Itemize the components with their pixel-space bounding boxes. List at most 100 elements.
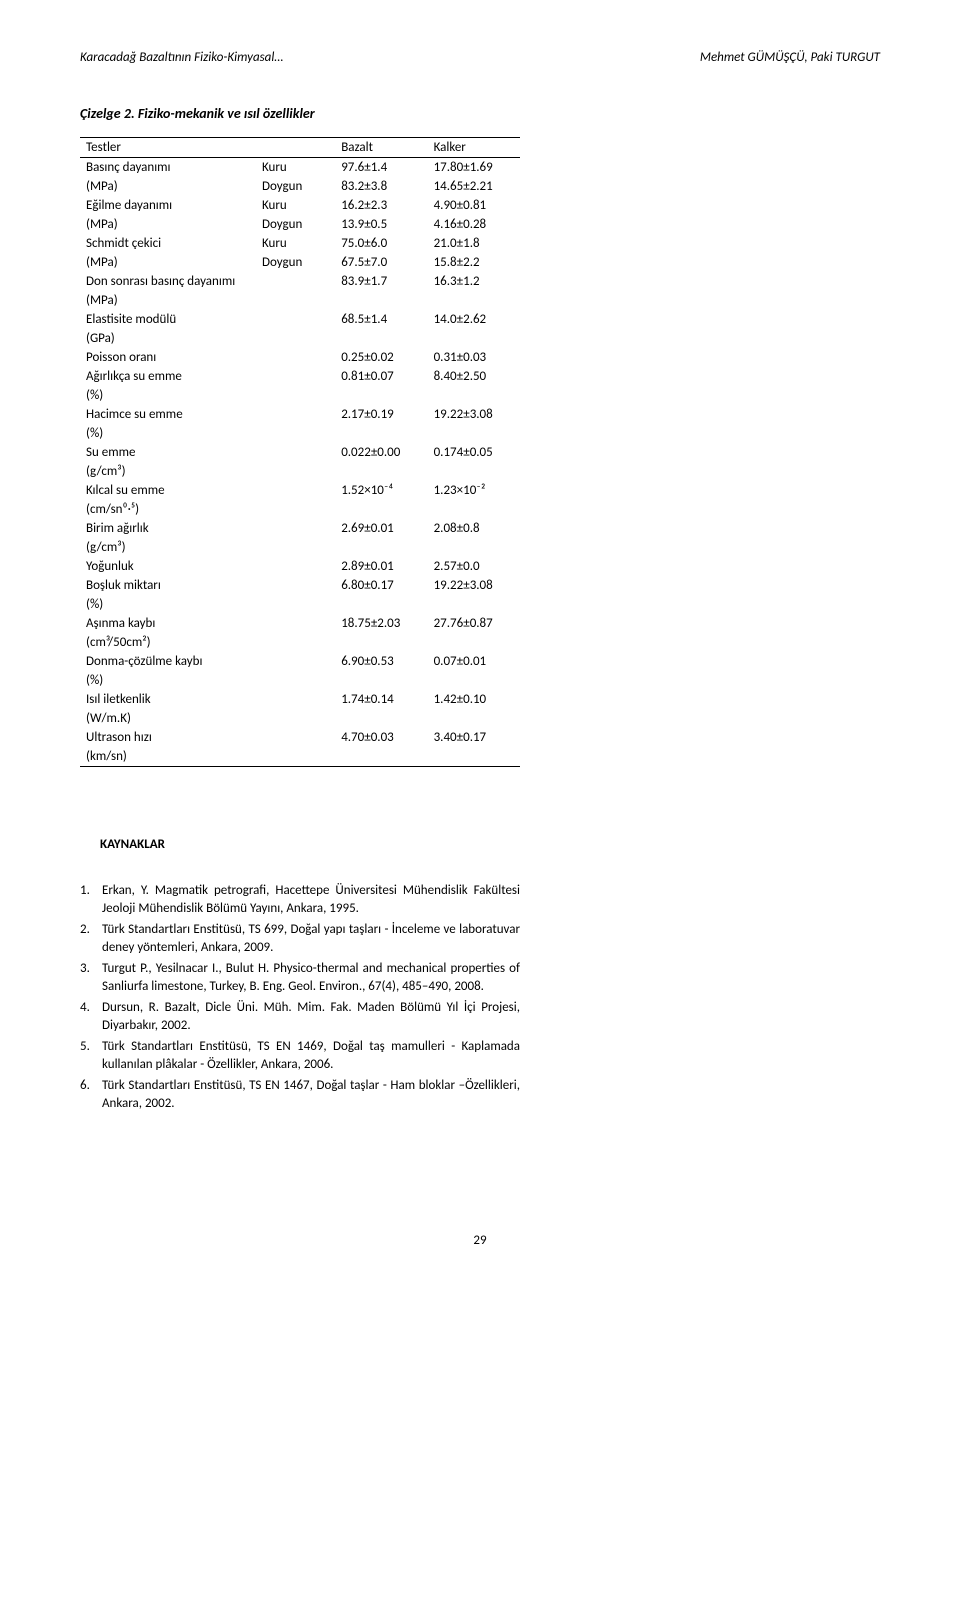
table-cell [428,291,520,310]
table-cell: 14.0±2.62 [428,310,520,329]
properties-table: TestlerBazaltKalkerBasınç dayanımıKuru97… [80,137,520,767]
table-cell [428,709,520,728]
table-cell [256,690,335,709]
table-row: (W/m.K) [80,709,520,728]
table-row: Su emme0.022±0.000.174±0.05 [80,443,520,462]
table-cell [256,576,335,595]
table-cell [256,671,335,690]
table-cell [335,538,427,557]
table-cell [428,424,520,443]
table-row: (g/cm³) [80,462,520,481]
reference-item: 2.Türk Standartları Enstitüsü, TS 699, D… [80,921,520,956]
table-row: (%) [80,424,520,443]
table-cell: (%) [80,386,256,405]
table-cell [256,329,335,348]
table-cell: 14.65±2.21 [428,177,520,196]
table-cell [256,310,335,329]
table-cell [335,747,427,767]
table-row: Boşluk miktarı6.80±0.1719.22±3.08 [80,576,520,595]
table-cell: 19.22±3.08 [428,405,520,424]
table-row: Ultrason hızı4.70±0.033.40±0.17 [80,728,520,747]
table-cell: Birim ağırlık [80,519,256,538]
reference-text: Türk Standartları Enstitüsü, TS EN 1467,… [102,1077,520,1112]
table-row: (%) [80,595,520,614]
table-cell [256,728,335,747]
table-header-cell [256,138,335,158]
table-cell: 18.75±2.03 [335,614,427,633]
table-cell [256,538,335,557]
table-row: Donma-çözülme kaybı6.90±0.530.07±0.01 [80,652,520,671]
reference-item: 1.Erkan, Y. Magmatik petrografi, Hacette… [80,882,520,917]
table-cell: 2.17±0.19 [335,405,427,424]
table-cell: (%) [80,595,256,614]
table-cell [428,633,520,652]
reference-text: Dursun, R. Bazalt, Dicle Üni. Müh. Mim. … [102,999,520,1034]
table-row: (cm³/50cm²) [80,633,520,652]
table-cell [256,633,335,652]
table-cell [335,671,427,690]
table-cell [335,633,427,652]
reference-item: 4.Dursun, R. Bazalt, Dicle Üni. Müh. Mim… [80,999,520,1034]
table-cell: 2.69±0.01 [335,519,427,538]
table-cell: 1.52×10⁻⁴ [335,481,427,500]
reference-item: 3.Turgut P., Yesilnacar I., Bulut H. Phy… [80,960,520,995]
table-cell [335,386,427,405]
table-cell [335,709,427,728]
header-right: Mehmet GÜMÜŞÇÜ, Paki TURGUT [700,50,880,65]
table-cell [256,614,335,633]
table-cell: 6.80±0.17 [335,576,427,595]
table-row: (MPa)Doygun67.5±7.015.8±2.2 [80,253,520,272]
table-row: Elastisite modülü68.5±1.414.0±2.62 [80,310,520,329]
references-title: KAYNAKLAR [100,837,880,852]
table-cell [428,386,520,405]
table-cell: 83.9±1.7 [335,272,427,291]
table-cell [335,291,427,310]
table-cell: Yoğunluk [80,557,256,576]
table-cell [256,462,335,481]
reference-number: 1. [80,882,102,917]
table-cell: 67.5±7.0 [335,253,427,272]
table-cell [256,424,335,443]
table-cell [256,747,335,767]
table-cell: (MPa) [80,177,256,196]
table-row: (%) [80,386,520,405]
table-row: Kılcal su emme1.52×10⁻⁴1.23×10⁻² [80,481,520,500]
table-row: (g/cm³) [80,538,520,557]
table-cell: Eğilme dayanımı [80,196,256,215]
table-row: Ağırlıkça su emme0.81±0.078.40±2.50 [80,367,520,386]
reference-number: 5. [80,1038,102,1073]
table-row: Birim ağırlık2.69±0.012.08±0.8 [80,519,520,538]
table-cell: Ultrason hızı [80,728,256,747]
table-cell [256,557,335,576]
table-cell: (%) [80,671,256,690]
table-cell: Schmidt çekici [80,234,256,253]
table-cell: (%) [80,424,256,443]
table-row: Basınç dayanımıKuru97.6±1.417.80±1.69 [80,158,520,178]
reference-item: 5.Türk Standartları Enstitüsü, TS EN 146… [80,1038,520,1073]
table-cell: (W/m.K) [80,709,256,728]
table-row: Isıl iletkenlik1.74±0.141.42±0.10 [80,690,520,709]
table-cell [256,291,335,310]
table-cell: Su emme [80,443,256,462]
table-cell [428,747,520,767]
table-cell: Doygun [256,215,335,234]
table-cell: 3.40±0.17 [428,728,520,747]
table-row: (MPa) [80,291,520,310]
table-cell: (cm/sn⁰·⁵) [80,500,256,519]
table-cell [256,709,335,728]
table-cell: Aşınma kaybı [80,614,256,633]
table-cell [256,652,335,671]
table-cell: Kuru [256,158,335,178]
table-cell: (km/sn) [80,747,256,767]
table-cell: 16.3±1.2 [428,272,520,291]
table-row: Don sonrası basınç dayanımı 83.9±1.716.3±… [80,272,520,291]
table-cell: (MPa) [80,215,256,234]
table-row: (km/sn) [80,747,520,767]
table-cell: Poisson oranı [80,348,256,367]
reference-number: 2. [80,921,102,956]
references-list: 1.Erkan, Y. Magmatik petrografi, Hacette… [80,882,520,1113]
table-cell: Don sonrası basınç dayanımı [80,272,256,291]
table-cell: Kılcal su emme [80,481,256,500]
table-cell: 6.90±0.53 [335,652,427,671]
table-cell: 97.6±1.4 [335,158,427,178]
